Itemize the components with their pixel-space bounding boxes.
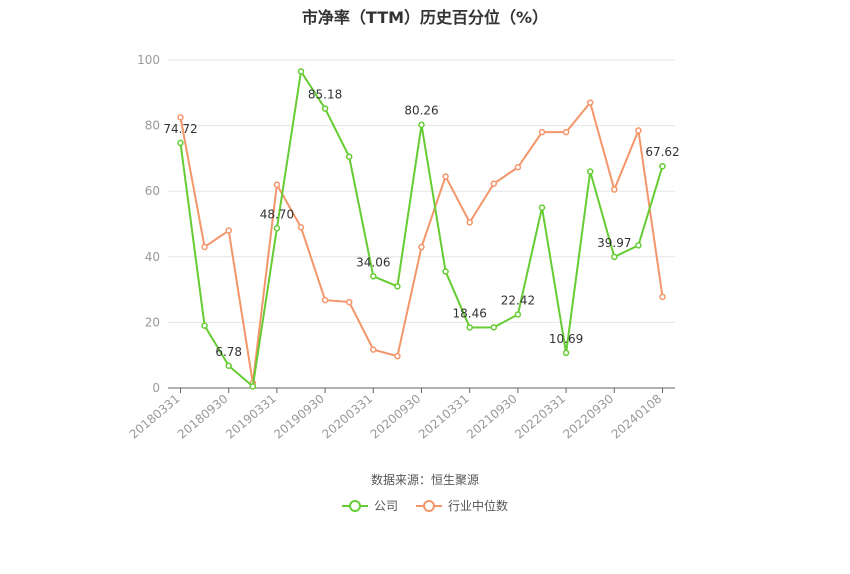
data-point-industry <box>418 243 425 251</box>
data-point-industry <box>514 164 522 171</box>
source-note: 数据来源：恒生聚源 <box>370 473 479 487</box>
y-tick-label: 40 <box>145 250 160 264</box>
data-label: 48.70 <box>260 207 294 221</box>
data-label: 67.62 <box>645 145 679 159</box>
data-point-company <box>370 273 377 280</box>
y-tick-label: 0 <box>152 381 160 395</box>
legend-label-company: 公司 <box>373 499 398 513</box>
data-point-company <box>418 121 425 128</box>
data-point-industry <box>321 296 329 304</box>
x-tick-label: 20210331 <box>416 392 472 442</box>
x-tick-label: 20240108 <box>609 392 665 442</box>
legend-swatch-company <box>341 499 368 513</box>
y-tick-label: 20 <box>145 315 160 329</box>
data-label: 74.72 <box>163 122 197 136</box>
data-point-company <box>466 324 473 331</box>
data-label: 34.06 <box>356 255 390 269</box>
chart-title: 市净率（TTM）历史百分位（%） <box>301 8 549 27</box>
data-label: 85.18 <box>308 88 342 102</box>
x-tick-label: 20180930 <box>175 392 231 442</box>
legend-item-industry[interactable]: 行业中位数 <box>416 497 508 514</box>
legend-swatch-industry <box>416 499 442 513</box>
data-point-industry <box>297 224 305 231</box>
data-point-company <box>659 162 666 170</box>
data-point-company <box>562 349 570 357</box>
legend-item-company[interactable]: 公司 <box>341 497 398 514</box>
data-point-industry <box>370 346 377 353</box>
data-point-industry <box>177 114 184 121</box>
data-point-industry <box>273 181 281 188</box>
data-point-industry <box>225 227 232 234</box>
y-tick-label: 60 <box>145 184 160 198</box>
data-point-company <box>273 225 281 232</box>
series-line-company <box>179 68 664 389</box>
series-line-industry <box>179 100 664 384</box>
data-label: 6.78 <box>215 345 242 359</box>
legend: 公司 行业中位数 <box>0 497 850 514</box>
data-point-industry <box>635 127 642 134</box>
data-point-company <box>442 268 449 275</box>
data-point-industry <box>442 173 449 180</box>
x-tick-label: 20220930 <box>560 392 616 442</box>
data-point-company <box>249 383 257 390</box>
data-label: 80.26 <box>404 104 438 118</box>
data-point-company <box>225 362 232 370</box>
data-point-company <box>297 68 305 75</box>
data-point-industry <box>394 352 401 360</box>
data-point-industry <box>490 180 498 187</box>
data-point-company <box>586 168 594 175</box>
data-point-industry <box>586 99 594 106</box>
x-tick-label: 20200930 <box>368 392 424 442</box>
data-label: 18.46 <box>453 306 487 320</box>
data-point-industry <box>466 219 473 226</box>
data-point-industry <box>562 128 570 136</box>
x-tick-label: 20190331 <box>223 392 279 442</box>
data-point-company <box>611 253 618 261</box>
data-point-company <box>635 242 642 249</box>
x-tick-label: 20180331 <box>127 392 183 442</box>
data-point-company <box>490 324 498 331</box>
data-point-company <box>514 311 522 318</box>
data-point-company <box>538 204 546 211</box>
data-point-industry <box>659 293 666 301</box>
data-point-industry <box>201 243 208 251</box>
y-tick-label: 100 <box>137 53 160 67</box>
x-tick-label: 20200331 <box>319 392 375 442</box>
data-point-industry <box>345 298 353 306</box>
data-label: 10.69 <box>549 332 583 346</box>
data-label: 22.42 <box>501 293 535 307</box>
data-point-company <box>177 139 184 147</box>
data-point-company <box>394 283 401 290</box>
data-label: 39.97 <box>597 236 631 250</box>
x-tick-label: 20190930 <box>271 392 327 442</box>
legend-label-industry: 行业中位数 <box>448 499 509 513</box>
data-point-industry <box>611 186 618 193</box>
y-tick-label: 80 <box>145 119 160 133</box>
data-point-company <box>321 105 329 112</box>
x-tick-label: 20210930 <box>464 392 520 442</box>
data-point-industry <box>538 128 546 136</box>
x-tick-label: 20220331 <box>512 392 568 442</box>
data-point-company <box>201 322 208 329</box>
data-point-company <box>345 153 353 161</box>
